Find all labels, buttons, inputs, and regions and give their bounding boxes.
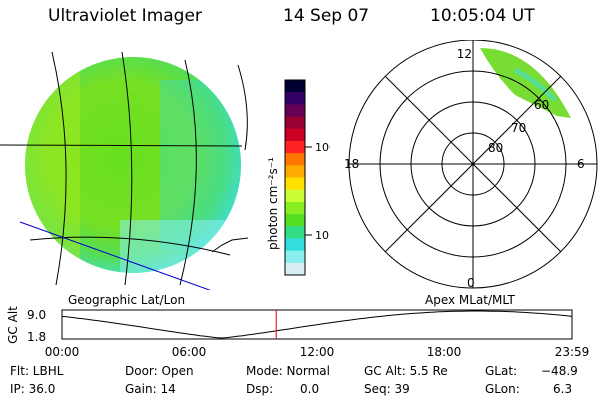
gc-alt-status: GC Alt: 5.5 Re (364, 364, 448, 378)
colorbar-segment (285, 250, 305, 264)
altitude-frame (61, 309, 573, 340)
alt-tick-low: 1.8 (27, 330, 46, 344)
colorbar-segment (285, 201, 305, 215)
dsp-value: 0.0 (300, 382, 320, 396)
geo-panel-label: Geographic Lat/Lon (68, 293, 186, 307)
coastline (211, 237, 249, 253)
colorbar-tick-100: 100 (315, 141, 330, 154)
colorbar-segment (285, 104, 305, 118)
time-label: 10:05:04 UT (430, 6, 535, 26)
colorbar-segment (285, 80, 305, 93)
colorbar-segment (285, 262, 305, 276)
colorbar-segment (285, 92, 305, 105)
mlt-label-12: 12 (457, 47, 472, 61)
gain-status: Gain: 14 (125, 382, 176, 396)
apex-panel-label: Apex MLat/MLT (425, 293, 515, 307)
glat-label: GLat: (485, 364, 518, 378)
time-tick-3: 18:00 (427, 345, 462, 359)
colorbar-segment (285, 177, 305, 191)
mlt-label-18: 18 (344, 157, 359, 171)
altitude-plot: GC Alt 9.0 1.8 00:00 06:00 12:00 18:00 2… (6, 306, 590, 359)
colorbar-segment (285, 214, 305, 227)
time-tick-4: 23:59 (555, 345, 590, 359)
ip-status: IP: 36.0 (10, 382, 56, 396)
altitude-axis-label: GC Alt (6, 306, 20, 344)
time-tick-2: 12:00 (300, 345, 335, 359)
colorbar-segment (285, 165, 305, 178)
geo-grid (0, 51, 248, 286)
earth-disc (25, 57, 241, 273)
filter-status: Flt: LBHL (10, 364, 64, 378)
lat-label-60: 60 (534, 98, 549, 112)
seq-status: Seq: 39 (364, 382, 410, 396)
polar-plot: 12 18 6 0 60 70 80 (344, 40, 598, 290)
geographic-image (0, 51, 249, 290)
glon-value: 6.3 (553, 382, 573, 396)
polar-grid (348, 40, 598, 289)
colorbar-segment (285, 153, 305, 166)
colorbar-segment (285, 189, 305, 203)
dsp-label: Dsp: (246, 382, 274, 396)
colorbar-segment (285, 238, 305, 252)
colorbar-segment (285, 140, 305, 154)
date-label: 14 Sep 07 (283, 6, 370, 26)
time-tick-0: 00:00 (45, 345, 80, 359)
colorbar-unit-label: photon cm⁻²s⁻¹ (266, 157, 280, 250)
mlt-label-6: 6 (577, 157, 585, 171)
colorbar-tick-10: 10 (315, 229, 329, 242)
time-tick-1: 06:00 (172, 345, 207, 359)
instrument-title: Ultraviolet Imager (48, 6, 202, 26)
mode-status: Mode: Normal (246, 364, 330, 378)
lat-label-70: 70 (511, 121, 526, 135)
colorbar-segment (285, 226, 305, 239)
glon-label: GLon: (485, 382, 520, 396)
mlt-label-0: 0 (467, 276, 475, 290)
lat-label-80: 80 (488, 141, 503, 155)
glat-value: −48.9 (541, 364, 578, 378)
colorbar-segment (285, 128, 305, 142)
color-scale: 100 10 photon cm⁻²s⁻¹ (266, 79, 330, 276)
altitude-curve (61, 310, 573, 339)
terminator-line (19, 221, 211, 290)
aurora-oval (480, 48, 571, 118)
colorbar-segment (285, 116, 305, 130)
door-status: Door: Open (125, 364, 194, 378)
alt-tick-high: 9.0 (27, 308, 46, 322)
